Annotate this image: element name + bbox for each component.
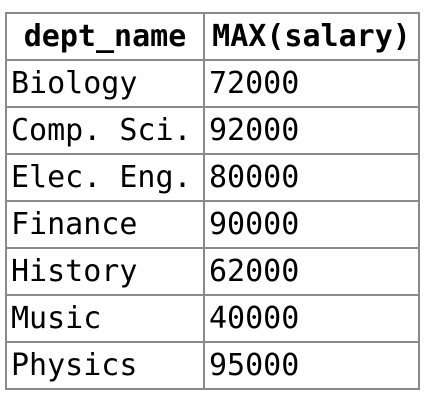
table-row: Physics 95000 (5, 341, 420, 390)
table-row: Music 40000 (5, 294, 420, 343)
column-header-dept-name: dept_name (5, 12, 205, 61)
max-salary-cell: 40000 (203, 294, 420, 343)
table-row: History 62000 (5, 247, 420, 296)
result-table: dept_name MAX(salary) Biology 72000 Comp… (5, 12, 420, 390)
max-salary-cell: 80000 (203, 153, 420, 202)
dept-name-cell: Comp. Sci. (5, 106, 205, 155)
dept-name-cell: History (5, 247, 205, 296)
dept-name-cell: Physics (5, 341, 205, 390)
result-table-container: dept_name MAX(salary) Biology 72000 Comp… (5, 12, 420, 390)
max-salary-cell: 92000 (203, 106, 420, 155)
dept-name-cell: Music (5, 294, 205, 343)
table-row: Comp. Sci. 92000 (5, 106, 420, 155)
max-salary-cell: 62000 (203, 247, 420, 296)
table-body: Biology 72000 Comp. Sci. 92000 Elec. Eng… (5, 59, 420, 390)
max-salary-cell: 90000 (203, 200, 420, 249)
dept-name-cell: Elec. Eng. (5, 153, 205, 202)
header-row: dept_name MAX(salary) (5, 12, 420, 61)
max-salary-cell: 72000 (203, 59, 420, 108)
dept-name-cell: Biology (5, 59, 205, 108)
table-row: Biology 72000 (5, 59, 420, 108)
table-header: dept_name MAX(salary) (5, 12, 420, 61)
table-row: Elec. Eng. 80000 (5, 153, 420, 202)
table-row: Finance 90000 (5, 200, 420, 249)
column-header-max-salary: MAX(salary) (203, 12, 420, 61)
dept-name-cell: Finance (5, 200, 205, 249)
max-salary-cell: 95000 (203, 341, 420, 390)
